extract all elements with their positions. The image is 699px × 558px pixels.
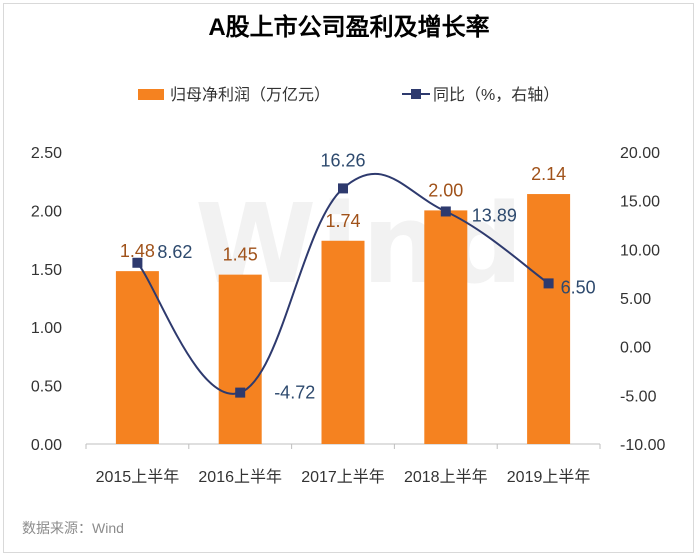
y-right-tick-label: 0.00 <box>620 340 651 357</box>
line-point <box>235 387 246 398</box>
y-left-tick-label: 0.50 <box>31 379 62 396</box>
y-left-tick-label: 2.00 <box>31 203 62 220</box>
line-value-label: 6.50 <box>561 277 596 297</box>
line-point <box>132 257 143 268</box>
source-note: 数据来源：Wind <box>22 520 124 536</box>
line-series <box>132 172 554 398</box>
bar-value-label: 1.48 <box>120 241 155 261</box>
y-right-tick-label: -10.00 <box>620 437 665 454</box>
line-value-label: 8.62 <box>157 242 192 262</box>
bar-value-label: 2.14 <box>531 164 566 184</box>
bar-value-label: 2.00 <box>428 180 463 200</box>
legend-bar-swatch <box>138 89 164 100</box>
x-tick-label: 2018上半年 <box>404 468 488 486</box>
bar-value-label: 1.74 <box>325 211 360 231</box>
bar <box>424 210 468 444</box>
y-left-tick-label: 2.50 <box>31 145 62 162</box>
data-labels: 1.48 1.45 1.74 2.00 2.14 8.62 -4.72 16.26 13.89 6… <box>120 150 596 402</box>
line-value-label: 13.89 <box>472 205 517 225</box>
bar-value-label: 1.45 <box>223 245 258 265</box>
x-tick-label: 2017上半年 <box>301 468 385 486</box>
growth-line <box>136 172 550 395</box>
line-value-label: -4.72 <box>274 383 315 403</box>
bar <box>115 271 159 444</box>
bar <box>321 240 365 444</box>
y-right-tick-label: 5.00 <box>620 291 651 308</box>
y-right-tick-label: 20.00 <box>620 145 660 162</box>
y-left-tick-label: 0.00 <box>31 437 62 454</box>
y-right-tick-label: 10.00 <box>620 242 660 259</box>
bar-series <box>115 194 571 444</box>
y-right-tick-label: 15.00 <box>620 194 660 211</box>
legend-line-marker <box>411 89 421 99</box>
bar <box>527 194 571 444</box>
line-value-label: 16.26 <box>320 150 365 170</box>
legend: 归母净利润（万亿元） 同比（%，右轴） <box>138 86 559 104</box>
line-point <box>440 206 451 217</box>
y-left-tick-label: 1.00 <box>31 320 62 337</box>
x-tick-label: 2016上半年 <box>198 468 282 486</box>
y-right-tick-label: -5.00 <box>620 388 657 405</box>
x-tick-label: 2015上半年 <box>96 468 180 486</box>
x-tick-label: 2019上半年 <box>507 468 591 486</box>
bar <box>218 274 262 444</box>
legend-bar-label: 归母净利润（万亿元） <box>170 86 330 104</box>
line-point <box>543 278 554 289</box>
line-point <box>338 183 348 194</box>
legend-line-label: 同比（%，右轴） <box>433 86 559 104</box>
chart-title: A股上市公司盈利及增长率 <box>208 13 489 41</box>
y-left-tick-label: 1.50 <box>31 262 62 279</box>
axes: 0.00 0.50 1.00 1.50 2.00 2.50 -10.00 -5.00 0.00 5… <box>31 145 666 486</box>
